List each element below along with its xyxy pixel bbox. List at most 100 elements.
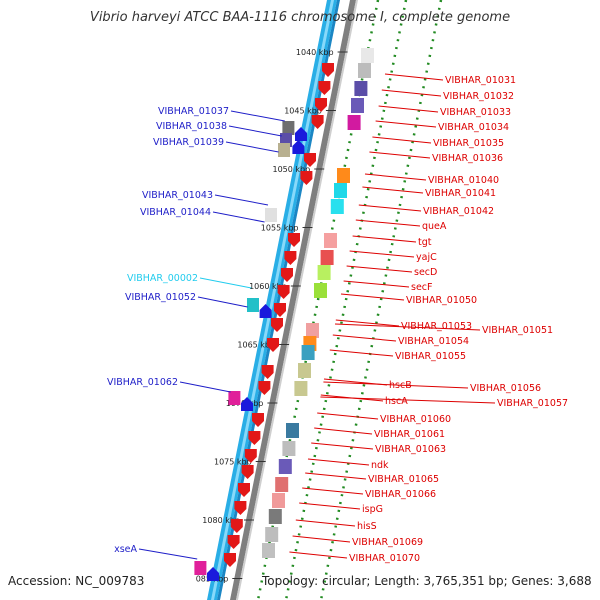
right-gene-leader xyxy=(295,519,356,527)
gene-box xyxy=(354,81,368,96)
axis-arrow xyxy=(207,567,219,581)
right-gene-leader xyxy=(384,73,444,81)
left-gene-box xyxy=(228,391,241,405)
right-gene-label: ispG xyxy=(362,504,383,515)
right-gene-label: VIBHAR_01051 xyxy=(482,325,553,336)
gene-box xyxy=(320,250,334,265)
left-gene-box xyxy=(282,121,295,135)
axis-arrow xyxy=(292,140,305,154)
gene-arrow xyxy=(284,251,297,265)
left-gene-leader xyxy=(230,110,285,122)
right-gene-label: VIBHAR_01057 xyxy=(497,398,568,409)
left-gene-leader xyxy=(225,141,279,153)
right-gene-label: VIBHAR_01033 xyxy=(440,107,511,118)
left-gene-box xyxy=(194,561,207,575)
gene-box xyxy=(337,168,350,183)
gene-box xyxy=(347,115,361,130)
right-gene-leader xyxy=(323,381,469,389)
gene-box xyxy=(324,233,337,248)
backbone-grey-band xyxy=(230,0,356,600)
gene-arrow xyxy=(277,285,290,299)
left-gene-box xyxy=(265,208,277,222)
right-gene-leader xyxy=(355,219,421,227)
right-gene-leader xyxy=(346,265,413,273)
right-gene-label: VIBHAR_01060 xyxy=(380,414,451,425)
left-gene-label: VIBHAR_01052 xyxy=(125,292,196,303)
gene-box xyxy=(306,323,319,338)
right-gene-leader xyxy=(299,502,361,510)
axis-arrow xyxy=(295,127,307,141)
kbp-tick-label: 1045 kbp xyxy=(284,107,322,116)
right-gene-leader xyxy=(362,186,424,194)
gene-box xyxy=(301,345,315,360)
left-gene-box xyxy=(278,143,290,157)
right-gene-leader xyxy=(352,235,417,243)
left-gene-leader xyxy=(212,211,265,223)
gene-arrow xyxy=(258,381,271,395)
right-gene-leader xyxy=(332,334,397,342)
right-gene-label: hscA xyxy=(385,396,408,407)
right-gene-label: VIBHAR_01035 xyxy=(433,138,504,149)
gene-arrow xyxy=(304,153,316,167)
left-gene-label: VIBHAR_01038 xyxy=(156,121,227,132)
right-gene-label: VIBHAR_01069 xyxy=(352,537,423,548)
right-gene-label: hisS xyxy=(357,521,377,532)
right-gene-label: VIBHAR_01034 xyxy=(438,122,509,133)
right-gene-label: VIBHAR_01031 xyxy=(445,75,516,86)
right-gene-label: VIBHAR_01041 xyxy=(425,188,496,199)
gene-box xyxy=(298,363,311,378)
gene-arrow xyxy=(252,413,264,427)
kbp-tick-label: 1050 kbp xyxy=(272,165,310,174)
kbp-tick-label: 1040 kbp xyxy=(296,48,334,57)
right-gene-label: secD xyxy=(414,267,437,278)
left-gene-leader xyxy=(214,194,269,206)
backbone-grey-highlight xyxy=(236,0,358,600)
gene-box xyxy=(265,527,279,542)
right-gene-leader xyxy=(317,412,379,420)
left-gene-label: VIBHAR_01062 xyxy=(107,377,178,388)
right-gene-leader xyxy=(343,280,410,288)
gene-box xyxy=(351,98,364,113)
gene-box xyxy=(314,283,327,298)
right-gene-leader xyxy=(289,551,348,559)
gene-arrow xyxy=(300,171,313,185)
gene-box xyxy=(294,381,308,396)
gene-arrow xyxy=(227,535,240,549)
topology-label: Topology: circular; Length: 3,765,351 bp… xyxy=(262,574,592,588)
gene-box xyxy=(358,63,371,78)
gene-arrow xyxy=(267,338,279,352)
right-gene-label: VIBHAR_01056 xyxy=(470,383,541,394)
inner-left-dotted-line xyxy=(256,0,380,600)
right-gene-label: yajC xyxy=(416,252,437,263)
gene-box xyxy=(317,265,331,280)
gene-arrow xyxy=(281,268,293,282)
left-gene-label: xseA xyxy=(114,544,137,555)
gene-arrow xyxy=(230,519,243,533)
gene-box xyxy=(334,183,347,198)
left-gene-leader xyxy=(197,296,248,308)
gene-arrow xyxy=(224,553,236,567)
right-gene-label: VIBHAR_01042 xyxy=(423,206,494,217)
left-gene-label: VIBHAR_01044 xyxy=(140,207,211,218)
right-gene-label: VIBHAR_01050 xyxy=(406,295,477,306)
right-gene-label: VIBHAR_01055 xyxy=(395,351,466,362)
gene-box xyxy=(272,493,285,508)
gene-arrow xyxy=(288,233,300,247)
right-gene-leader xyxy=(292,535,351,543)
right-gene-label: queA xyxy=(422,221,447,232)
gene-box xyxy=(278,459,292,474)
map-title: Vibrio harveyi ATCC BAA-1116 chromosome … xyxy=(89,10,511,25)
right-gene-leader xyxy=(334,323,481,331)
gene-arrow xyxy=(238,483,250,497)
gene-box xyxy=(330,199,344,214)
right-gene-label: VIBHAR_01066 xyxy=(365,489,436,500)
left-gene-leader xyxy=(199,277,252,289)
gene-arrow xyxy=(315,98,327,112)
left-gene-leader xyxy=(228,125,282,137)
left-gene-leader xyxy=(179,381,231,393)
right-gene-leader xyxy=(378,105,439,113)
outer-right-dotted-line xyxy=(319,0,443,600)
right-gene-label: VIBHAR_01032 xyxy=(443,91,514,102)
axis-arrow xyxy=(241,397,253,411)
